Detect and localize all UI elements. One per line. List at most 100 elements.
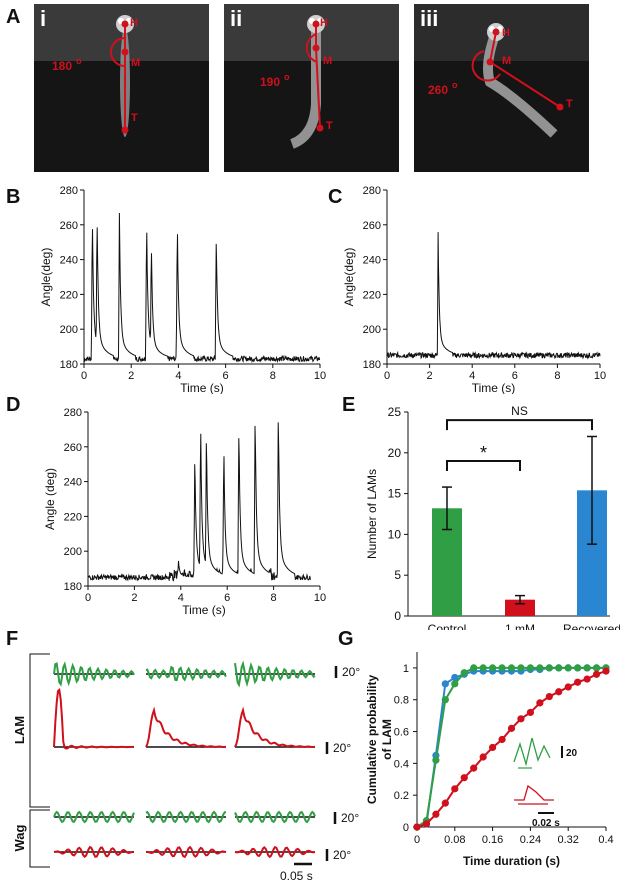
photo-label-ii: ii <box>230 6 243 31</box>
green-series-point <box>545 664 553 672</box>
x-tick-label: 0 <box>81 370 87 382</box>
panel-label-g: G <box>338 628 354 650</box>
red-series-point <box>583 675 591 683</box>
inset-red-trace <box>514 784 554 801</box>
x-tick-label: 6 <box>224 592 230 604</box>
x-tick-label: 2 <box>131 592 137 604</box>
amplitude-scale-label: 20° <box>341 811 359 825</box>
x-tick-label: 0.32 <box>557 834 578 846</box>
x-tick-label: 0 <box>414 834 420 846</box>
y-axis-label: of LAM <box>380 719 394 760</box>
significance-bracket <box>446 459 521 471</box>
y-tick-label: 280 <box>363 185 381 197</box>
time-scale-label: 0.05 s <box>280 869 313 883</box>
ns-bracket <box>446 419 593 431</box>
chart-d: 0 2 4 6 8 10 180 200 220 240 260 280 Time (s) Angle (… <box>43 407 326 617</box>
fish-overlay-ii: H M T 190 o <box>260 15 333 149</box>
svg-text:H: H <box>502 27 510 39</box>
y-tick-label: 240 <box>60 255 78 267</box>
blue-series-point <box>451 673 459 682</box>
panel-label-a: A <box>6 6 21 28</box>
photo-panel-iii: H M T 260 o iii <box>414 4 589 172</box>
green-series-point <box>574 664 582 672</box>
angle-label-iii: 260 <box>428 83 448 97</box>
green-series-point <box>507 664 516 672</box>
x-axis-label: Time (s) <box>182 603 226 617</box>
x-tick-label: 4 <box>469 370 475 382</box>
category-label: 1 mM <box>505 622 535 630</box>
x-tick-label: 10 <box>594 370 606 382</box>
inset-green-trace <box>513 737 551 767</box>
svg-text:o: o <box>452 80 458 90</box>
x-tick-label: 10 <box>314 592 326 604</box>
waveform-trace <box>145 845 227 859</box>
photo-panel-ii: H M T 190 o ii <box>224 4 399 172</box>
y-tick-label: 0 <box>394 609 401 623</box>
red-series-point <box>545 692 553 701</box>
photo-panel-i: H M T 180 o i <box>34 4 209 172</box>
fish-overlay-i: H M T 180 o <box>52 15 140 137</box>
red-series-point <box>451 785 459 793</box>
x-tick-label: 0.24 <box>520 834 541 846</box>
panel-label-c: C <box>328 186 343 208</box>
y-tick-label: 0.2 <box>394 790 409 802</box>
red-series-point <box>526 708 534 717</box>
y-tick-label: 5 <box>394 568 401 582</box>
panel-label-f: F <box>6 628 19 650</box>
lam-row-label: LAM <box>12 716 27 744</box>
waveform-trace <box>234 706 316 748</box>
x-tick-label: 4 <box>178 592 184 604</box>
svg-text:o: o <box>284 72 290 82</box>
green-series-point <box>441 696 449 704</box>
y-tick-label: 1 <box>403 663 409 675</box>
x-tick-label: 0.08 <box>444 834 465 846</box>
waveform-trace <box>145 665 227 682</box>
red-series-point <box>479 753 487 761</box>
x-tick-label: 8 <box>271 592 277 604</box>
waveform-trace <box>53 661 135 687</box>
inset-amp-label: 20 <box>566 748 578 759</box>
green-series-point <box>536 664 544 672</box>
red-series-point <box>574 678 582 686</box>
red-series-point <box>592 670 601 678</box>
wag-row-label: Wag <box>12 824 27 851</box>
y-tick-label: 260 <box>64 442 82 454</box>
chart-b: 0 2 4 6 8 10 180 200 220 240 260 280 Time (s) Angle(d… <box>39 185 326 394</box>
y-tick-label: 15 <box>388 487 402 501</box>
photo-label-i: i <box>40 6 47 31</box>
y-tick-label: 280 <box>64 407 82 419</box>
x-axis-label: Time (s) <box>180 381 224 394</box>
x-tick-label: 4 <box>175 370 181 382</box>
y-tick-label: 200 <box>60 324 78 336</box>
red-series-point <box>422 820 431 828</box>
significance-label: * <box>480 443 487 463</box>
red-series-point <box>441 799 449 807</box>
red-series-point <box>536 699 544 707</box>
y-tick-label: 220 <box>60 289 78 301</box>
waveform-trace <box>53 687 135 750</box>
green-series-point <box>555 664 563 672</box>
green-series-point <box>479 664 487 672</box>
y-axis-label: Number of LAMs <box>365 469 379 559</box>
waveform-trace <box>53 810 135 824</box>
y-tick-label: 260 <box>363 220 381 232</box>
y-axis-label: Angle(deg) <box>39 248 53 307</box>
svg-text:o: o <box>76 56 82 66</box>
y-tick-label: 280 <box>60 185 78 197</box>
y-tick-label: 260 <box>60 220 78 232</box>
amplitude-scale-label: 20° <box>333 741 351 755</box>
x-tick-label: 0.16 <box>482 834 503 846</box>
angle-trace-line <box>87 422 312 582</box>
red-series-point <box>564 683 572 691</box>
red-series-point <box>555 688 563 696</box>
category-label: Recovered <box>563 622 620 630</box>
panel-label-e: E <box>342 394 356 416</box>
green-series-point <box>451 680 459 688</box>
lam-bracket <box>29 653 50 808</box>
green-series-point <box>592 664 601 672</box>
x-tick-label: 6 <box>512 370 518 382</box>
green-series-point <box>564 664 572 672</box>
waveform-trace <box>234 810 316 824</box>
y-tick-label: 180 <box>64 581 82 593</box>
y-tick-label: 0.6 <box>394 727 409 739</box>
